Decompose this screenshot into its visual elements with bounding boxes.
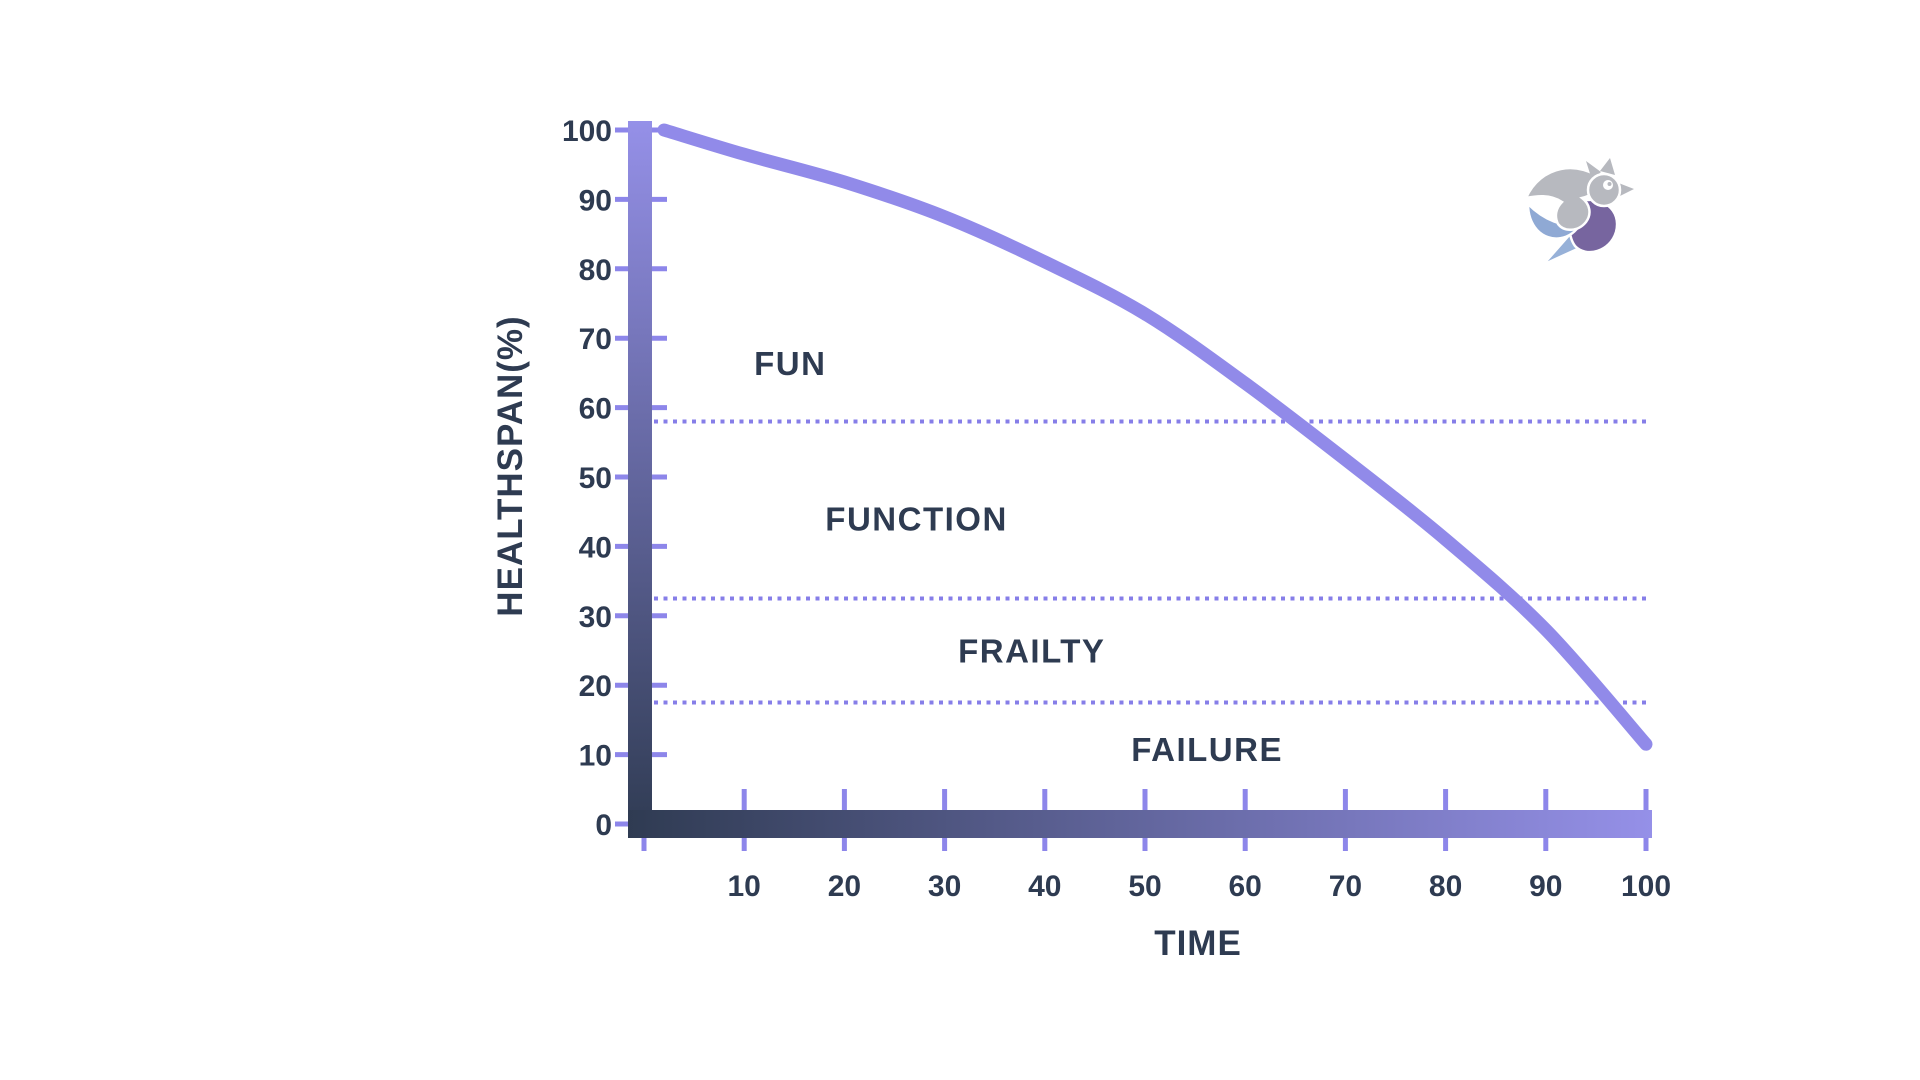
axis-bars xyxy=(628,121,1652,838)
x-tick-label: 70 xyxy=(1329,870,1362,903)
x-tick-label: 40 xyxy=(1028,870,1061,903)
y-tick-label: 40 xyxy=(579,531,612,564)
zone-label: FUNCTION xyxy=(825,501,1007,538)
x-tick-label: 60 xyxy=(1229,870,1262,903)
x-tick-label: 100 xyxy=(1621,870,1671,903)
x-tick-label: 20 xyxy=(828,870,861,903)
zone-labels: FUN FUNCTION FRAILTY FAILURE xyxy=(754,345,1283,768)
y-tick-label: 90 xyxy=(579,184,612,217)
bird-logo xyxy=(1523,158,1634,265)
y-tick-label: 80 xyxy=(579,254,612,287)
bird-crest xyxy=(1586,158,1615,180)
y-axis-bar xyxy=(628,121,652,838)
y-tick-label: 100 xyxy=(562,115,612,148)
zone-label: FUN xyxy=(754,345,826,382)
x-tick-label: 80 xyxy=(1429,870,1462,903)
zone-boundary-lines xyxy=(654,419,1650,705)
healthspan-curve xyxy=(657,123,1653,751)
zone-label: FRAILTY xyxy=(958,633,1105,670)
y-tick-label: 10 xyxy=(579,740,612,773)
x-axis-title: TIME xyxy=(1154,924,1242,963)
x-tick-label: 90 xyxy=(1529,870,1562,903)
bird-head xyxy=(1586,172,1622,208)
x-tick-label: 30 xyxy=(928,870,961,903)
y-tick-label: 60 xyxy=(579,393,612,426)
y-tick-label: 20 xyxy=(579,670,612,703)
x-axis-bar xyxy=(628,810,1652,838)
curve-layer xyxy=(657,123,1653,751)
y-tick-label: 70 xyxy=(579,323,612,356)
y-tick-label: 30 xyxy=(579,601,612,634)
y-tick-label: 50 xyxy=(579,462,612,495)
y-tick-label: 0 xyxy=(595,809,612,842)
zone-label: FAILURE xyxy=(1131,731,1283,768)
x-tick-label: 50 xyxy=(1128,870,1161,903)
y-axis-title: HEALTHSPAN(%) xyxy=(491,315,530,616)
bird-eye-dot xyxy=(1607,182,1612,186)
x-tick-label: 10 xyxy=(728,870,761,903)
tick-labels: 0 10 20 30 40 50 60 70 80 90 100 10 20 30 40 50 60 70 80 90… xyxy=(562,115,1671,903)
